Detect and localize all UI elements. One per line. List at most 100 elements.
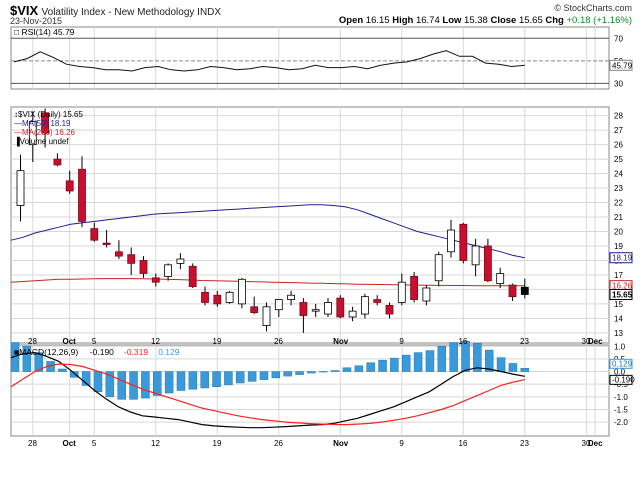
rsi-legend: □ RSI(14) 45.79 bbox=[14, 27, 75, 37]
macd-legend-0: ■MACD(12,26,9) bbox=[14, 347, 78, 357]
ma50-last-label: 18.19 bbox=[612, 254, 633, 263]
chart-title: $VIX Volatility Index - New Methodology … bbox=[10, 3, 221, 18]
candle-down bbox=[520, 286, 529, 295]
close-last-label: 15.65 bbox=[612, 290, 633, 299]
price-y-tick: 17 bbox=[614, 271, 623, 280]
candle-up bbox=[434, 254, 443, 282]
macd-histogram-bar bbox=[271, 371, 281, 379]
rsi-line bbox=[13, 50, 525, 72]
symbol-description: Volatility Index - New Methodology INDX bbox=[41, 7, 222, 18]
close-value: 15.65 bbox=[518, 15, 543, 26]
price-x-tick: Dec bbox=[588, 337, 603, 346]
macd-y-tick: -2.0 bbox=[614, 418, 628, 427]
macd-histogram-bar bbox=[176, 371, 186, 391]
macd-last-box bbox=[609, 374, 633, 385]
macd-y-tick: -1.5 bbox=[614, 405, 628, 414]
macd-histogram-bar bbox=[81, 371, 91, 386]
candle-down bbox=[41, 112, 49, 134]
open-value: 16.15 bbox=[365, 15, 390, 26]
candle-up bbox=[262, 306, 271, 327]
macd-histogram-bar bbox=[473, 343, 482, 372]
candle-up bbox=[422, 287, 431, 302]
candle-down bbox=[53, 158, 62, 166]
chart-header: $VIX Volatility Index - New Methodology … bbox=[10, 3, 632, 26]
ma50-last-box bbox=[609, 252, 633, 264]
candle-up bbox=[397, 281, 406, 303]
macd-histogram-bar bbox=[390, 357, 399, 372]
macd-histogram-bar bbox=[105, 371, 115, 398]
price-y-tick: 28 bbox=[614, 112, 623, 121]
candle-up bbox=[348, 310, 357, 318]
candle-up bbox=[311, 309, 320, 312]
price-y-tick: 24 bbox=[614, 170, 623, 179]
macd-legend-2: -0.319 bbox=[124, 347, 148, 357]
macd-histogram-bar bbox=[236, 371, 245, 384]
candle-down bbox=[151, 277, 160, 283]
candle-up bbox=[274, 299, 283, 311]
candle-down bbox=[188, 265, 197, 287]
macd-histogram-bar bbox=[58, 368, 67, 372]
price-y-tick: 19 bbox=[614, 242, 623, 251]
candle-down bbox=[299, 302, 308, 316]
macd-histogram-bar bbox=[212, 371, 221, 387]
macd-legend-3: 0.129 bbox=[158, 347, 180, 357]
open-label: Open bbox=[338, 15, 364, 26]
macd-histogram-bar bbox=[449, 342, 458, 372]
price-x-tick: 9 bbox=[399, 337, 404, 346]
candle-down bbox=[483, 245, 492, 282]
hist-last-box bbox=[609, 358, 633, 369]
candle-up bbox=[324, 302, 332, 315]
price-panel-frame bbox=[10, 106, 610, 344]
price-y-tick: 25 bbox=[614, 155, 623, 164]
candle-down bbox=[385, 304, 394, 315]
macd-x-tick: 23 bbox=[520, 439, 529, 448]
price-x-tick: 30 bbox=[582, 337, 591, 346]
candle-down bbox=[115, 251, 123, 257]
price-y-tick: 21 bbox=[614, 213, 623, 222]
macd-histogram-bar bbox=[508, 363, 518, 372]
candle-down bbox=[201, 291, 209, 303]
macd-histogram-bar bbox=[34, 352, 43, 372]
price-y-tick: 13 bbox=[614, 329, 623, 338]
candle-up bbox=[447, 229, 455, 253]
macd-signal-line bbox=[10, 363, 525, 426]
macd-y-tick: -1.0 bbox=[614, 393, 628, 402]
macd-histogram-bar bbox=[259, 371, 269, 380]
candle-down bbox=[213, 294, 222, 305]
ohlc-readout: Open 16.15 High 16.74 Low 15.38 Close 15… bbox=[339, 15, 632, 26]
macd-histogram-bar bbox=[413, 352, 423, 372]
macd-histogram-bar bbox=[22, 346, 32, 372]
low-label: Low bbox=[442, 15, 462, 26]
macd-histogram-bar bbox=[283, 371, 292, 377]
price-y-tick: 15 bbox=[614, 300, 623, 309]
macd-histogram-bar bbox=[461, 340, 470, 372]
macd-histogram-bar bbox=[319, 371, 328, 373]
macd-histogram-bar bbox=[247, 371, 257, 382]
candle-up bbox=[16, 170, 25, 206]
macd-histogram-bar bbox=[378, 359, 387, 372]
ma200-last-label: 16.26 bbox=[612, 282, 633, 291]
candle-down bbox=[410, 275, 419, 300]
price-y-tick: 27 bbox=[614, 126, 623, 135]
macd-line bbox=[10, 351, 525, 429]
chart-date: 23-Nov-2015 bbox=[10, 16, 63, 26]
macd-x-tick: Nov bbox=[333, 439, 349, 448]
macd-histogram-bar bbox=[484, 349, 494, 372]
macd-x-tick: 28 bbox=[28, 439, 37, 448]
high-label: High bbox=[392, 15, 414, 26]
price-x-tick: Nov bbox=[333, 337, 349, 346]
macd-histogram-bar bbox=[366, 362, 375, 372]
macd-x-tick: 26 bbox=[274, 439, 283, 448]
macd-histogram-bar bbox=[224, 371, 233, 386]
rsi-y-tick: 30 bbox=[614, 79, 623, 88]
candle-up bbox=[164, 264, 173, 277]
price-y-tick: 26 bbox=[614, 141, 623, 150]
candle-up bbox=[28, 121, 37, 146]
ma50-line bbox=[10, 204, 525, 259]
high-value: 16.74 bbox=[415, 15, 440, 26]
price-x-tick: 23 bbox=[520, 337, 529, 346]
macd-x-tick: 16 bbox=[459, 439, 468, 448]
price-legend-1: —MA(50) 18.19 bbox=[14, 119, 71, 128]
macd-histogram-bar bbox=[70, 371, 79, 378]
